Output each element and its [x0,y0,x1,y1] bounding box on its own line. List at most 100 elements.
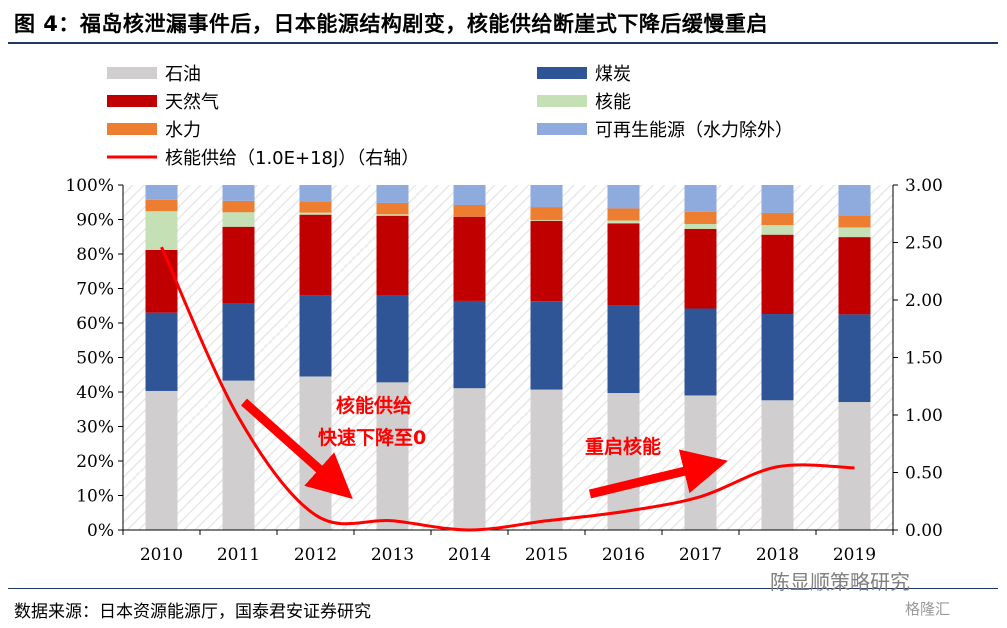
bar-segment-3 [530,220,563,221]
bar-segment-4 [453,205,486,217]
figure-title: 图 4：福岛核泄漏事件后，日本能源结构剧变，核能供给断崖式下降后缓慢重启 [14,12,768,36]
legend-swatch-2 [107,95,157,107]
bar-segment-3 [607,220,640,224]
watermark-logo: 格隆汇 [905,600,951,618]
arrow-restart [588,449,728,499]
legend-label-1: 煤炭 [595,64,631,85]
right-tick-label: 1.50 [905,349,943,369]
bar-segment-4 [838,215,871,228]
right-tick-label: 2.00 [905,291,943,311]
x-tick-label: 2012 [294,545,337,565]
bar-segment-5 [376,185,409,203]
x-tick-label: 2013 [371,545,414,565]
bar-segment-3 [838,227,871,238]
source-note: 数据来源：日本资源能源厅，国泰君安证券研究 [14,602,371,622]
bar-segment-1 [376,295,409,383]
bar-segment-5 [838,185,871,216]
bar-segment-3 [145,211,178,250]
bar-segment-5 [299,185,332,202]
annotation-restart: 重启核能 [585,435,661,458]
legend-swatch-4 [107,123,157,135]
left-tick-label: 0% [87,521,114,541]
bar-segment-0 [530,389,563,530]
bar-segment-5 [453,185,486,206]
right-tick-label: 0.50 [905,464,943,484]
bar-segment-0 [376,382,409,530]
x-tick-label: 2019 [833,545,876,565]
legend-label-line: 核能供给（1.0E+18J）（右轴） [165,148,419,169]
bar-stack-2017 [684,185,717,530]
left-tick-label: 100% [65,176,114,196]
bar-segment-2 [838,237,871,315]
legend-label-5: 可再生能源（水力除外） [595,120,793,141]
legend-swatch-1 [537,67,587,79]
left-tick-label: 30% [76,418,114,438]
bar-stack-2010 [145,185,178,530]
bar-stack-2018 [761,185,794,530]
right-tick-label: 0.00 [905,521,943,541]
x-tick-label: 2016 [602,545,645,565]
left-tick-label: 80% [76,245,114,265]
x-axis: 2010 2011 2012 2013 2014 2015 2016 2017 2018 2019 [122,529,894,565]
right-tick-label: 3.00 [905,176,943,196]
annotation-decline-line1: 核能供给 [336,394,412,417]
right-y-axis: 0.00 0.50 1.00 1.50 2.00 2.50 3.00 [892,176,943,541]
bar-segment-5 [684,185,717,212]
x-tick-label: 2014 [448,545,491,565]
bar-segment-1 [607,305,640,394]
left-tick-label: 60% [76,314,114,334]
bar-segment-5 [530,185,563,208]
bar-segment-2 [299,214,332,296]
bar-segment-5 [607,185,640,209]
left-tick-label: 70% [76,280,114,300]
bar-segment-3 [222,212,255,227]
bar-segment-4 [376,202,409,215]
bar-segment-4 [530,207,563,221]
bar-stack-2011 [222,185,255,530]
bar-segment-2 [376,215,409,296]
bar-segment-5 [761,185,794,213]
bar-segment-4 [607,208,640,221]
right-tick-label: 2.50 [905,234,943,254]
legend-label-4: 水力 [165,120,201,141]
title-rule [8,42,998,44]
left-tick-label: 50% [76,349,114,369]
left-tick-label: 40% [76,383,114,403]
bar-segment-1 [684,308,717,396]
bar-segment-2 [607,223,640,306]
bar-segment-0 [607,393,640,530]
bar-segment-1 [530,301,563,390]
x-tick-label: 2017 [679,545,722,565]
bar-segment-1 [222,303,255,381]
x-tick-label: 2010 [140,545,183,565]
left-tick-label: 20% [76,452,114,472]
legend-label-2: 天然气 [165,92,219,113]
bar-segment-5 [145,185,178,200]
bar-segment-1 [299,295,332,377]
bar-segment-1 [761,314,794,401]
bar-segment-0 [145,390,178,530]
bar-segment-2 [761,234,794,315]
bar-segment-2 [145,249,178,313]
bar-segment-1 [453,300,486,389]
bar-stack-2016 [607,185,640,530]
bar-segment-4 [299,201,332,213]
bar-segment-1 [145,312,178,391]
bar-stack-2014 [453,185,486,530]
x-tick-label: 2011 [217,545,260,565]
x-tick-label: 2018 [756,545,799,565]
left-y-axis: 0% 10% 20% 30% 40% 50% 60% 70% 80% 90% 100% [65,176,124,541]
bar-stack-2015 [530,185,563,530]
bar-segment-1 [838,314,871,403]
bar-segment-4 [684,211,717,224]
bar-stack-2013 [376,185,409,530]
nuclear-supply-line [160,246,855,532]
watermark-text: 陈显顺策略研究 [770,570,910,594]
bar-segment-3 [761,225,794,235]
left-tick-label: 90% [76,211,114,231]
legend-swatch-3 [537,95,587,107]
right-tick-label: 1.00 [905,406,943,426]
annotation-decline-line2: 快速下降至0 [318,426,426,449]
